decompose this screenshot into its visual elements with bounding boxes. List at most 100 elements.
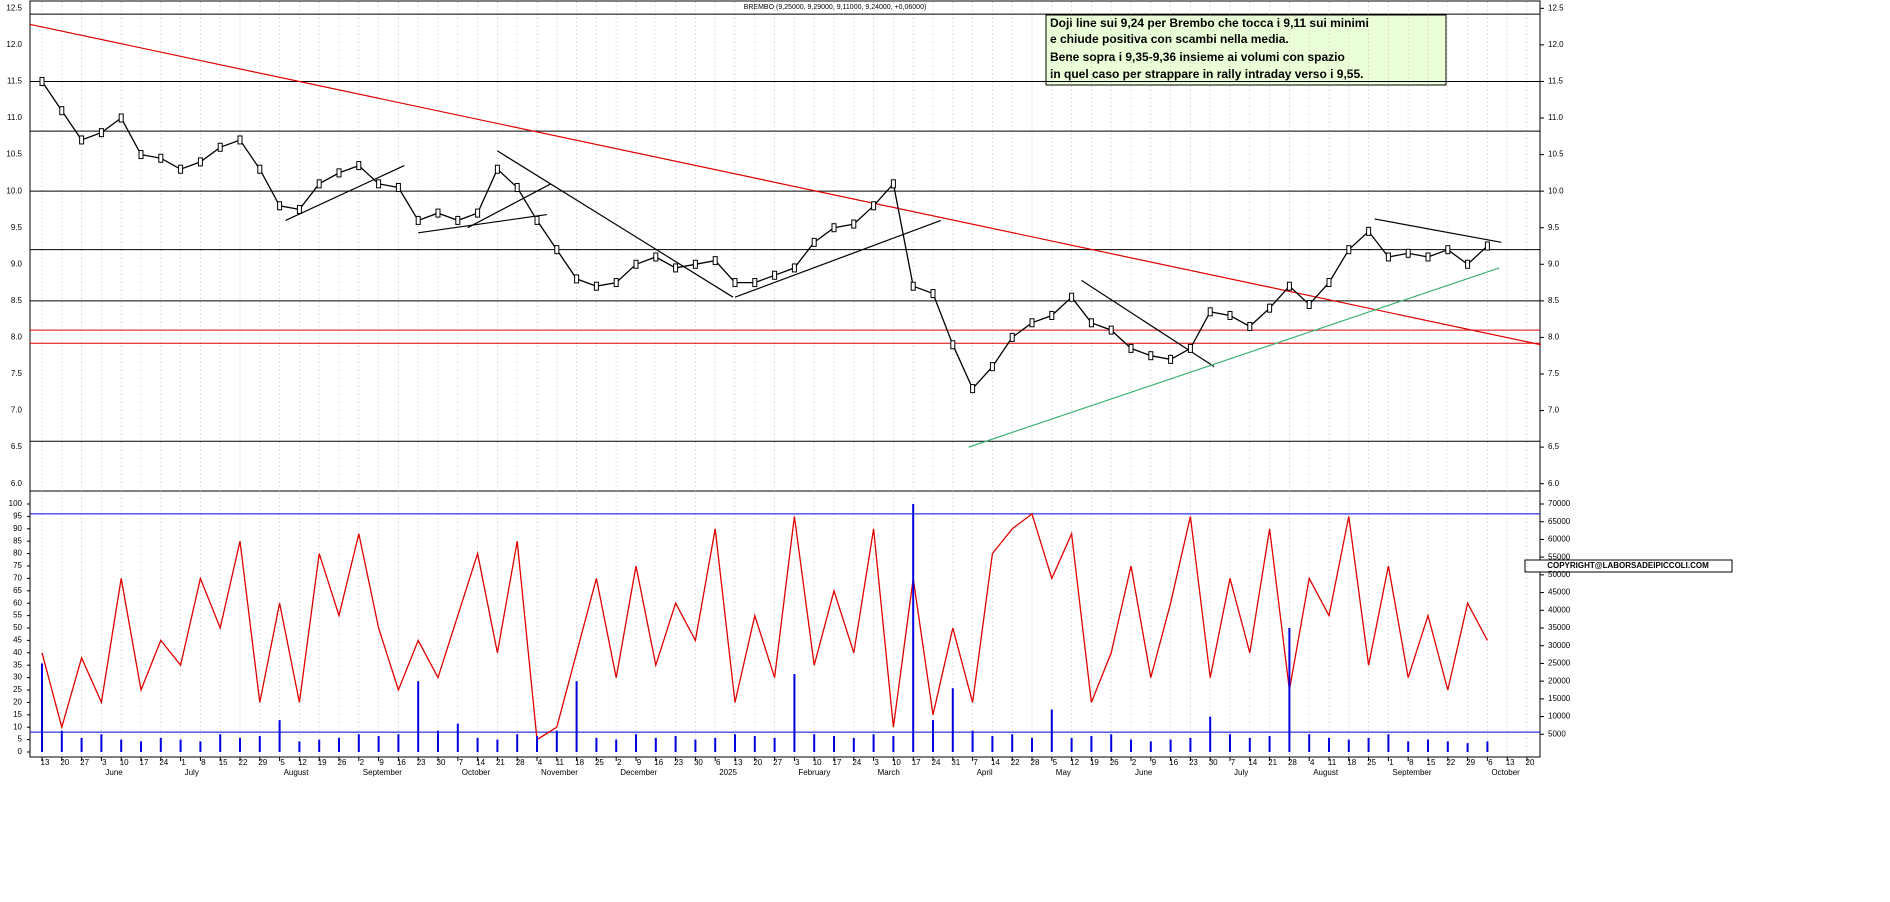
volume-bar: [1466, 743, 1469, 752]
price-candle: [1009, 332, 1015, 342]
price-candle: [811, 237, 817, 247]
trendline: [467, 183, 552, 229]
price-candle: [613, 278, 619, 288]
volume-bar: [1229, 734, 1231, 752]
volume-bar: [536, 736, 538, 752]
volume-bar: [1427, 739, 1429, 752]
y-tick-label: 15: [13, 710, 22, 719]
volume-bar: [80, 737, 83, 752]
volume-bar: [1209, 716, 1212, 752]
y-tick-label: 6.5: [11, 442, 23, 451]
volume-bar: [1050, 709, 1053, 752]
price-candle: [1148, 351, 1154, 361]
month-label: May: [1056, 768, 1071, 777]
y2-tick-label: 60000: [1548, 535, 1571, 544]
y-tick-label: 45: [13, 636, 22, 645]
y-tick-label: 8.5: [11, 296, 23, 305]
oscillator-line: [41, 512, 1488, 741]
y2-tick-label: 25000: [1548, 659, 1571, 668]
x-tick-label: 17: [140, 758, 149, 767]
month-label: October: [1491, 768, 1520, 777]
price-candle: [989, 362, 995, 372]
trendline: [285, 165, 405, 221]
volume-bar: [1031, 737, 1033, 752]
price-candle: [1346, 245, 1352, 255]
price-candle: [395, 182, 401, 192]
indicator-panel: [29, 490, 1541, 758]
month-label: December: [620, 768, 657, 777]
month-label: September: [363, 768, 402, 777]
volume-bar: [1387, 734, 1390, 752]
volume-bar: [971, 730, 974, 752]
price-candle: [1385, 252, 1391, 262]
y-tick-label-right: 11.5: [1548, 77, 1564, 86]
y-tick-label: 85: [13, 536, 22, 545]
x-tick-label: 3: [795, 758, 800, 767]
chart-title: BREMBO (9,25000, 9,29000, 9,11000, 9,240…: [744, 4, 927, 11]
y-tick-label-right: 8.0: [1548, 333, 1560, 342]
volume-bar: [1011, 734, 1014, 752]
volume-bar: [1308, 734, 1311, 752]
volume-bar: [615, 739, 618, 752]
y-tick-label: 70: [13, 574, 22, 583]
volume-bar: [555, 730, 558, 752]
y-tick-label: 40: [13, 648, 22, 657]
x-tick-label: 7: [459, 758, 464, 767]
y-tick-label-right: 8.5: [1548, 296, 1560, 305]
x-tick-label: 1: [1389, 758, 1394, 767]
volume-bar: [892, 736, 895, 752]
x-tick-label: 9: [379, 758, 384, 767]
volume-bar: [1367, 737, 1370, 752]
volume-bar: [318, 739, 321, 752]
month-label: March: [878, 768, 900, 777]
x-tick-label: 3: [874, 758, 879, 767]
x-tick-label: 14: [1248, 758, 1257, 767]
price-candle: [871, 201, 877, 211]
x-tick-label: 26: [338, 758, 347, 767]
price-candle: [336, 168, 342, 178]
month-label: April: [977, 768, 993, 777]
x-tick-label: 7: [973, 758, 978, 767]
price-candle: [158, 153, 164, 163]
price-candle: [930, 289, 936, 299]
price-candle: [1465, 259, 1471, 269]
price-candle: [574, 274, 580, 284]
x-tick-label: 4: [1310, 758, 1315, 767]
price-line: [41, 81, 1488, 390]
y2-tick-label: 50000: [1548, 570, 1571, 579]
y2-tick-label: 10000: [1548, 712, 1571, 721]
volume-bar: [179, 739, 182, 752]
x-tick-label: 20: [753, 758, 762, 767]
price-candle: [791, 263, 797, 273]
y2-tick-label: 30000: [1548, 641, 1571, 650]
x-tick-label: 13: [734, 758, 743, 767]
month-label: August: [284, 768, 310, 777]
volume-bar: [932, 720, 934, 752]
volume-bar: [140, 741, 142, 752]
y2-tick-label: 35000: [1548, 623, 1571, 632]
x-tick-label: 18: [575, 758, 584, 767]
volume-bar: [199, 741, 202, 752]
x-tick-label: 19: [318, 758, 327, 767]
volume-bar: [1149, 741, 1152, 752]
month-label: February: [798, 768, 830, 777]
price-candle: [712, 256, 718, 266]
x-tick-label: 16: [654, 758, 663, 767]
volume-bar: [912, 504, 915, 752]
price-candle: [277, 201, 283, 211]
copyright: COPYRIGHT@LABORSADEIPICCOLI.COM: [1547, 561, 1709, 570]
x-tick-label: 29: [1466, 758, 1475, 767]
y-tick-label-right: 7.5: [1548, 369, 1560, 378]
x-tick-label: 14: [991, 758, 1000, 767]
x-tick-label: 3: [102, 758, 107, 767]
volume-bar: [357, 734, 360, 752]
x-tick-label: 6: [1488, 758, 1493, 767]
x-tick-label: 6: [716, 758, 721, 767]
price-candle: [950, 340, 956, 350]
price-candle: [1029, 318, 1035, 328]
copyright-box: [1524, 559, 1733, 573]
x-tick-label: 15: [219, 758, 228, 767]
price-candle: [356, 161, 362, 171]
volume-bar: [496, 739, 499, 752]
x-tick-label: 10: [892, 758, 901, 767]
